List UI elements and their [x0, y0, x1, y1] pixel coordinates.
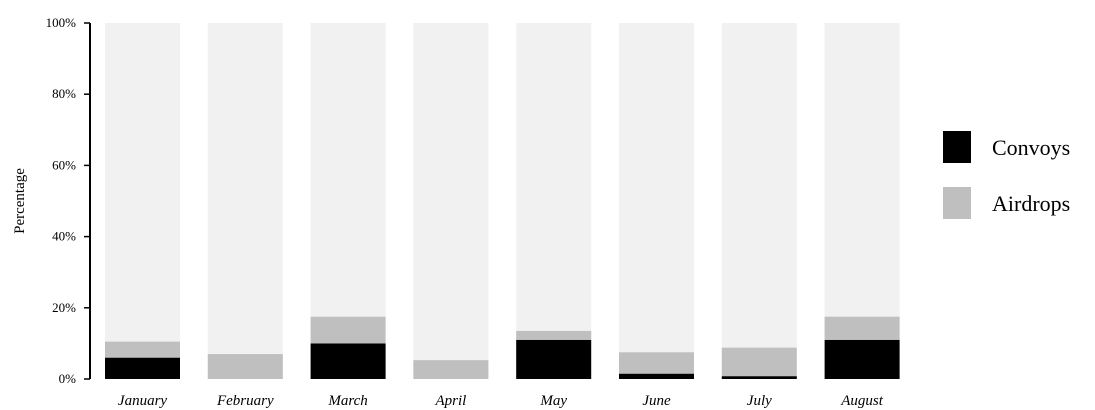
y-tick-label: 40%	[52, 229, 76, 244]
bar-airdrops-july	[721, 347, 797, 377]
bar-background-february	[207, 23, 283, 379]
bar-airdrops-june	[619, 352, 694, 374]
legend-label-airdrops: Airdrops	[992, 191, 1070, 216]
bars-group	[105, 23, 900, 379]
bar-airdrops-august	[824, 316, 900, 340]
y-tick-label: 60%	[52, 157, 76, 172]
bar-airdrops-february	[207, 354, 283, 379]
y-axis-label: Percentage	[12, 168, 28, 234]
bar-convoys-may	[516, 339, 592, 379]
bar-background-january	[105, 23, 180, 379]
y-tick-label: 100%	[46, 15, 77, 30]
legend-label-convoys: Convoys	[992, 135, 1070, 160]
bar-background-may	[516, 23, 592, 379]
bar-convoys-august	[824, 339, 900, 379]
y-ticks-group: 0% 20% 40% 60% 80% 100%	[46, 15, 90, 386]
legend-swatch-convoys	[943, 131, 971, 163]
x-category-label: August	[840, 393, 884, 409]
bar-airdrops-march	[310, 316, 386, 344]
bar-airdrops-january	[105, 341, 180, 358]
x-categories-group: January February March April May June July Augu…	[118, 393, 884, 409]
x-category-label: February	[216, 393, 274, 409]
x-category-label: June	[642, 393, 671, 409]
x-category-label: July	[747, 393, 772, 409]
bar-background-july	[721, 23, 797, 379]
bar-airdrops-may	[516, 330, 592, 340]
bar-convoys-june	[619, 373, 694, 379]
bar-background-april	[413, 23, 489, 379]
legend: Convoys Airdrops	[943, 131, 1070, 219]
bar-convoys-july	[721, 376, 797, 379]
x-category-label: January	[118, 393, 167, 409]
x-category-label: April	[434, 393, 466, 409]
bar-convoys-january	[105, 357, 180, 379]
x-category-label: March	[327, 393, 367, 409]
bar-convoys-march	[310, 343, 386, 379]
y-tick-label: 0%	[59, 371, 77, 386]
y-tick-label: 80%	[52, 86, 76, 101]
legend-swatch-airdrops	[943, 187, 971, 219]
y-tick-label: 20%	[52, 300, 76, 315]
bar-background-june	[619, 23, 694, 379]
x-category-label: May	[539, 393, 567, 409]
bar-airdrops-april	[413, 360, 489, 379]
